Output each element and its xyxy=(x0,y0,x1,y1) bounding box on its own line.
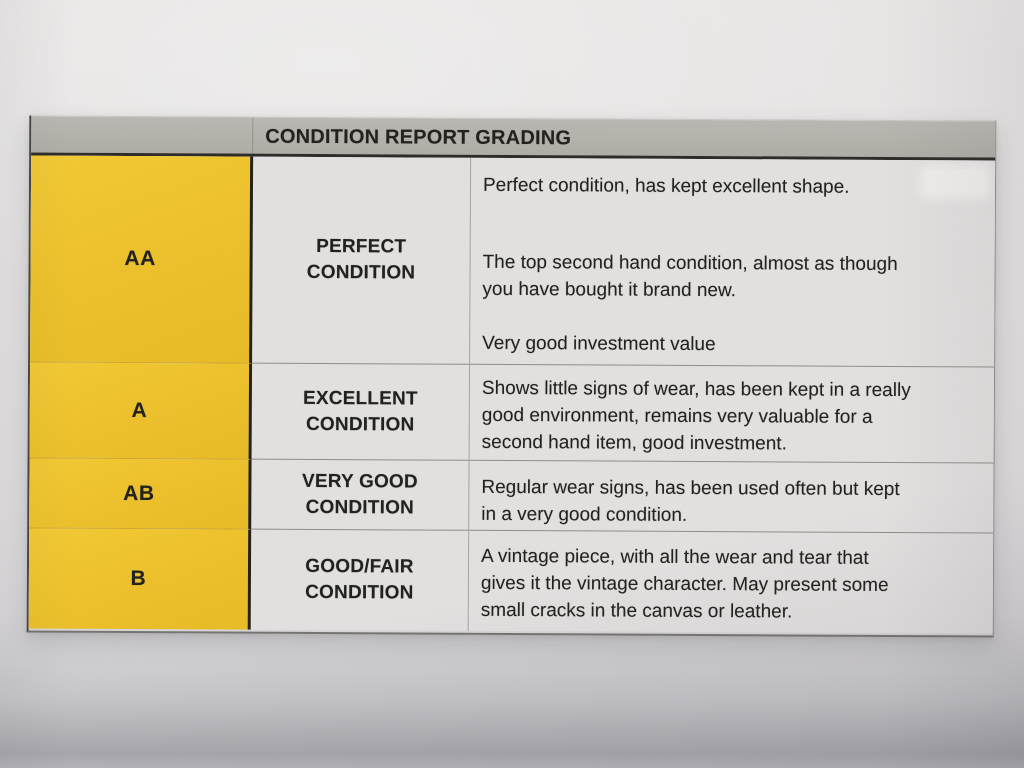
description-cell: Shows little signs of wear, has been kep… xyxy=(469,364,995,464)
description-cell: Regular wear signs, has been used often … xyxy=(469,460,994,534)
table-row-aa: AA PERFECT CONDITION Perfect condition, h… xyxy=(30,155,996,368)
grade-label: AA xyxy=(124,246,156,271)
correction-patch xyxy=(924,169,986,195)
description-paragraph: Regular wear signs, has been used often … xyxy=(481,476,900,526)
grade-cell: A xyxy=(29,362,253,460)
condition-label: EXCELLENT CONDITION xyxy=(302,387,418,435)
grade-cell: AA xyxy=(30,155,254,364)
description-cell: Perfect condition, has kept excellent sh… xyxy=(470,157,996,368)
header-blank-cell xyxy=(31,116,254,154)
condition-cell: VERY GOOD CONDITION xyxy=(251,459,470,531)
table-header-row: CONDITION REPORT GRADING xyxy=(31,115,996,161)
grade-label: A xyxy=(131,398,148,422)
description-paragraph: Perfect condition, has kept excellent sh… xyxy=(482,174,850,198)
grade-label: B xyxy=(130,567,147,591)
condition-label: GOOD/FAIR CONDITION xyxy=(305,555,414,604)
description-cell: A vintage piece, with all the wear and t… xyxy=(469,531,994,634)
table-row-a: A EXCELLENT CONDITION Shows little signs … xyxy=(29,362,995,464)
condition-grading-table: CONDITION REPORT GRADING AA PERFECT CONDI… xyxy=(26,115,997,638)
grade-label: AB xyxy=(123,481,155,505)
table-title: CONDITION REPORT GRADING xyxy=(265,125,572,150)
condition-label: PERFECT CONDITION xyxy=(306,235,416,284)
condition-cell: EXCELLENT CONDITION xyxy=(251,363,471,461)
grade-cell: AB xyxy=(29,458,252,530)
condition-label: VERY GOOD CONDITION xyxy=(301,470,418,518)
table-row-b: B GOOD/FAIR CONDITION A vintage piece, wi… xyxy=(28,528,994,634)
table-row-ab: AB VERY GOOD CONDITION Regular wear signs… xyxy=(29,458,994,534)
description-paragraph: Very good investment value xyxy=(482,332,716,356)
description-paragraph: Shows little signs of wear, has been kep… xyxy=(481,377,911,455)
condition-cell: PERFECT CONDITION xyxy=(252,156,472,365)
grade-cell: B xyxy=(28,528,252,630)
description-paragraph: The top second hand condition, almost as… xyxy=(482,251,898,302)
description-paragraph: A vintage piece, with all the wear and t… xyxy=(480,545,889,623)
condition-cell: GOOD/FAIR CONDITION xyxy=(250,529,470,631)
